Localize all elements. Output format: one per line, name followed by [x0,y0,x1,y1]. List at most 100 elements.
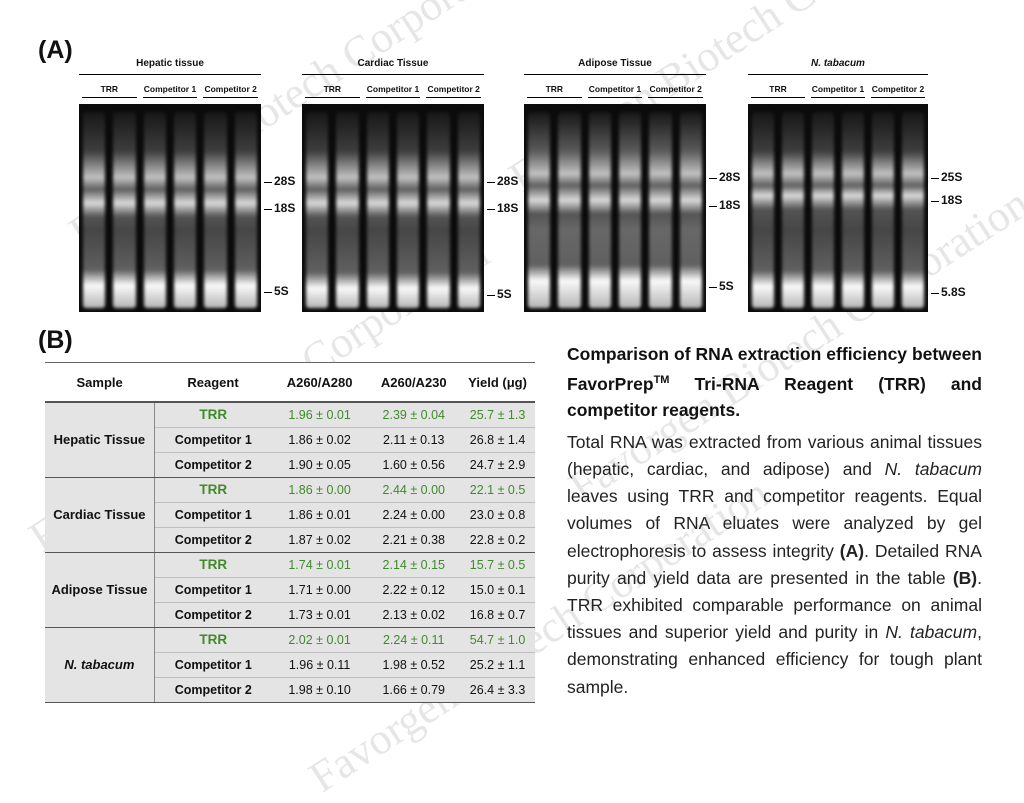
yield-cell: 15.7 ± 0.5 [460,552,535,578]
yield-cell: 22.1 ± 0.5 [460,477,535,503]
a260-a280-cell: 1.86 ± 0.01 [271,502,368,528]
gel-title-rule [748,74,928,75]
data-table-wrapper: Sample Reagent A260/A280 A260/A230 Yield (μg… [45,362,535,703]
gel-title: N. tabacum [811,58,865,69]
yield-cell: 24.7 ± 2.9 [460,452,535,478]
marker-label: 28S [497,174,519,188]
marker-label: 28S [274,174,296,188]
gel-title: Cardiac Tissue [357,58,429,69]
lane-rule [811,97,865,98]
lane-label: Competitor 1 [588,84,642,94]
caption: Comparison of RNA extraction efficiency … [567,341,982,701]
caption-text: Total RNA was extracted from various ani… [567,431,982,480]
lane-label: Competitor 1 [143,84,197,94]
marker-label: 5S [719,279,734,293]
table-header-cell: A260/A280 [271,362,368,403]
lane-rule [305,97,360,98]
lane-label: Competitor 1 [811,84,865,94]
lane-rule [426,97,481,98]
a260-a230-cell: 2.21 ± 0.38 [367,527,461,553]
table-row: N. tabacum TRR 2.02 ± 0.01 2.24 ± 0.11 54.7 … [45,627,535,703]
gel-lane [752,112,774,308]
gel-lane [366,112,389,308]
caption-title-part: Tri-RNA Reagent (TRR) and competitor rea… [567,373,982,420]
marker-label: 18S [497,201,519,215]
reagent-cell: Competitor 2 [154,527,272,553]
gel-lane [528,112,551,308]
gel-lane [234,112,257,308]
gel-image [524,104,706,312]
gel-lane [113,112,136,308]
lane-rule [871,97,925,98]
lane-label: Competitor 2 [427,84,480,94]
marker-label: 5S [274,284,289,298]
table-header-cell: Sample [45,362,155,403]
sample-cell: Cardiac Tissue [45,477,155,553]
caption-text: N. tabacum [884,459,983,480]
table-row: Competitor 1 1.71 ± 0.00 2.22 ± 0.12 15.0 ±… [45,577,535,603]
a260-a230-cell: 1.98 ± 0.52 [367,652,461,678]
a260-a280-cell: 1.90 ± 0.05 [271,452,368,478]
a260-a230-cell: 1.66 ± 0.79 [367,677,461,703]
panel-a-label: (A) [38,36,73,64]
a260-a280-cell: 1.86 ± 0.00 [271,477,368,503]
panel-b-label: (B) [38,326,73,354]
lane-label: Competitor 2 [871,84,925,94]
marker-tick [709,206,717,207]
yield-cell: 16.8 ± 0.7 [460,602,535,628]
gel-lane [842,112,864,308]
lane-rule [751,97,805,98]
table-row: Competitor 2 1.90 ± 0.05 1.60 ± 0.56 24.7 ±… [45,452,535,478]
a260-a280-cell: 1.71 ± 0.00 [271,577,368,603]
marker-label: 28S [719,170,741,184]
gel-title-rule [524,74,706,75]
marker-tick [487,182,495,183]
yield-cell: 23.0 ± 0.8 [460,502,535,528]
reagent-cell: Competitor 1 [154,652,272,678]
gel-lane [336,112,359,308]
caption-title-part: Comparison of RNA extraction efficiency … [567,344,982,394]
gel-lane [782,112,804,308]
marker-tick [709,178,717,179]
gel-lane [872,112,894,308]
marker-label: 18S [941,193,963,207]
gel-image [748,104,928,312]
table-header-cell: A260/A230 [367,362,461,403]
marker-label: 18S [719,198,741,212]
gel-title-rule [302,74,484,75]
lane-label: TRR [100,84,119,94]
a260-a280-cell: 1.96 ± 0.01 [271,402,368,428]
a260-a230-cell: 2.13 ± 0.02 [367,602,461,628]
a260-a280-cell: 1.73 ± 0.01 [271,602,368,628]
marker-tick [487,295,495,296]
table-header-cell: Yield (μg) [460,362,535,403]
gel-lane [397,112,420,308]
table-row: Hepatic Tissue TRR 1.96 ± 0.01 2.39 ± 0.04 2… [45,402,535,478]
a260-a230-cell: 2.44 ± 0.00 [367,477,461,503]
a260-a230-cell: 1.60 ± 0.56 [367,452,461,478]
lane-label: Competitor 1 [366,84,420,94]
yield-cell: 25.2 ± 1.1 [460,652,535,678]
gel-title: Adipose Tissue [578,58,652,69]
reagent-cell: Competitor 2 [154,677,272,703]
caption-text: (A) [839,540,865,561]
marker-label: 5S [497,287,512,301]
yield-cell: 25.7 ± 1.3 [460,402,535,428]
lane-rule [365,97,421,98]
gel-image [302,104,484,312]
marker-tick [487,209,495,210]
lane-label: TRR [769,84,787,94]
a260-a230-cell: 2.22 ± 0.12 [367,577,461,603]
a260-a230-cell: 2.11 ± 0.13 [367,427,461,453]
gel-lane [902,112,924,308]
sample-cell: Adipose Tissue [45,552,155,628]
gel-title-rule [79,74,261,75]
reagent-cell: TRR [154,402,272,428]
caption-text: . Detailed RNA purity and yield data are… [567,540,982,588]
marker-tick [264,292,272,293]
gel-image [79,104,261,312]
table-header-row: Sample Reagent A260/A280 A260/A230 Yield (μg… [45,362,535,403]
a260-a280-cell: 2.02 ± 0.01 [271,627,368,653]
gel-lane [174,112,197,308]
gel-lane [812,112,834,308]
